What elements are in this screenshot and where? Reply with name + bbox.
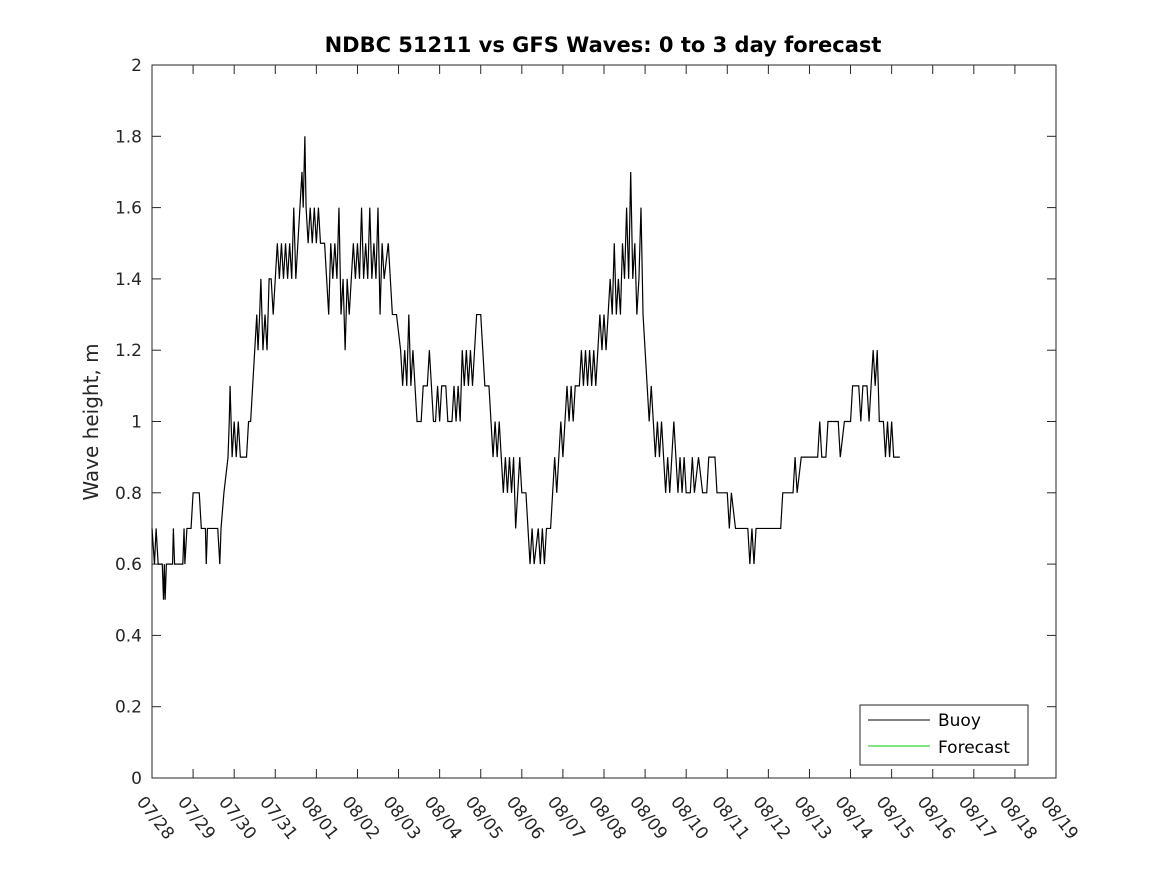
y-tick-label: 1.6 <box>115 199 142 219</box>
y-tick-label: 1 <box>131 413 142 433</box>
x-tick-label: 07/28 <box>132 793 178 844</box>
x-tick-label: 08/19 <box>1036 793 1082 844</box>
y-tick-label: 1.4 <box>115 270 142 290</box>
x-tick-label: 08/04 <box>420 793 466 844</box>
y-tick-label: 0.8 <box>115 484 142 504</box>
x-tick-label: 07/31 <box>255 793 301 844</box>
series-layer <box>151 136 900 600</box>
y-tick-label: 0.4 <box>115 626 142 646</box>
x-tick-label: 07/29 <box>173 793 219 844</box>
x-tick-label: 08/07 <box>543 793 589 844</box>
y-axis-label: Wave height, m <box>79 343 103 500</box>
x-tick-label: 08/17 <box>954 793 1000 844</box>
y-tick-label: 0.6 <box>115 555 142 575</box>
y-axis: 0 0.2 0.4 0.6 0.8 1 1.2 1.4 1.6 1.8 2 <box>115 56 1056 789</box>
legend-label-buoy: Buoy <box>938 711 981 731</box>
y-tick-label: 0 <box>131 769 142 789</box>
x-tick-label: 08/11 <box>707 793 753 844</box>
x-tick-label: 08/09 <box>625 793 671 844</box>
x-tick-label: 08/08 <box>584 793 630 844</box>
series-line-buoy <box>151 136 900 600</box>
x-tick-label: 08/14 <box>831 793 877 844</box>
x-tick-label: 08/16 <box>913 793 959 844</box>
x-tick-label: 08/03 <box>379 793 425 844</box>
x-tick-label: 08/02 <box>338 793 384 844</box>
x-tick-label: 08/15 <box>872 793 918 844</box>
chart-title: NDBC 51211 vs GFS Waves: 0 to 3 day fore… <box>325 33 882 57</box>
y-tick-label: 1.2 <box>115 341 142 361</box>
x-tick-label: 08/06 <box>502 793 548 844</box>
x-tick-label: 08/13 <box>790 793 836 844</box>
y-tick-label: 1.8 <box>115 127 142 147</box>
legend-label-forecast: Forecast <box>938 738 1010 758</box>
x-tick-label: 07/30 <box>214 793 260 844</box>
x-tick-label: 08/05 <box>461 793 507 844</box>
x-tick-label: 08/01 <box>296 793 342 844</box>
legend-box <box>859 704 1029 766</box>
x-tick-label: 08/12 <box>748 793 794 844</box>
plot-area <box>151 64 1057 779</box>
y-tick-label: 2 <box>131 56 142 76</box>
x-tick-label: 08/10 <box>666 793 712 844</box>
legend: Buoy Forecast <box>859 704 1029 766</box>
x-tick-label: 08/18 <box>995 793 1041 844</box>
y-tick-label: 0.2 <box>115 698 142 718</box>
